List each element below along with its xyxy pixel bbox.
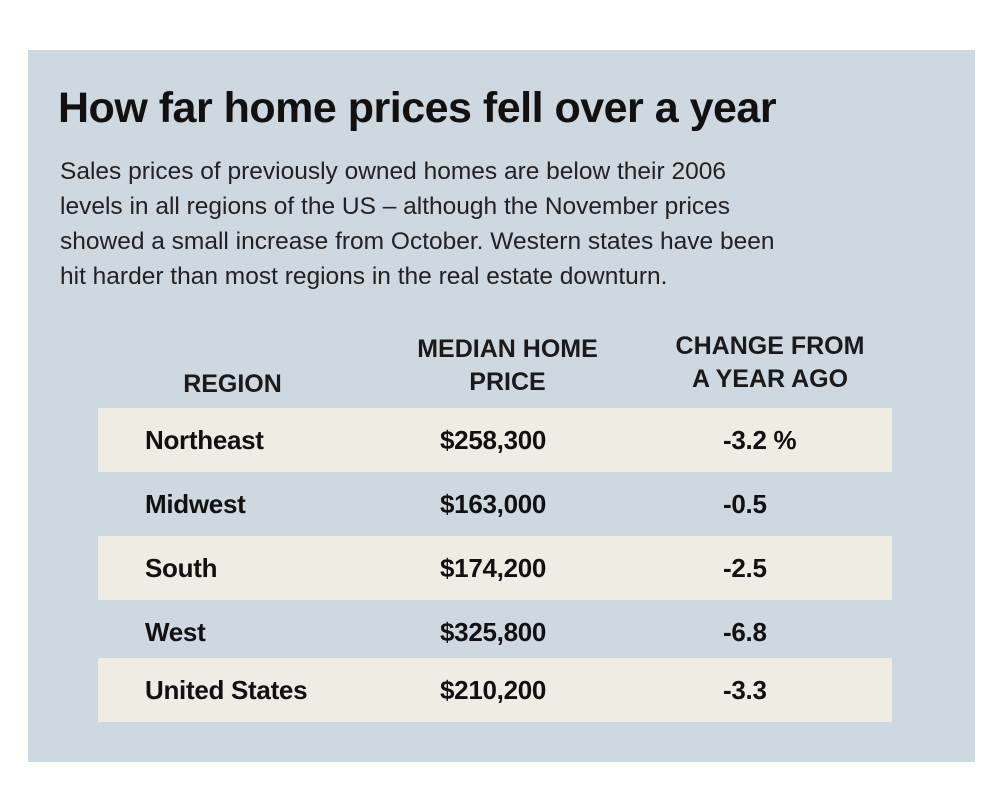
change-cell: -2.5	[723, 553, 767, 583]
change-cell: -0.5	[723, 489, 767, 519]
region-cell: United States	[145, 675, 308, 705]
header-line: MEDIAN HOME	[417, 335, 598, 363]
description-line: levels in all regions of the US – althou…	[60, 193, 731, 220]
change-cell: -3.3	[723, 675, 767, 705]
price-cell: $258,300	[440, 425, 547, 455]
column-header-region: REGION	[150, 368, 315, 401]
chart-title: How far home prices fell over a year	[58, 84, 777, 132]
price-cell: $210,200	[440, 675, 547, 705]
change-cell: -6.8	[723, 617, 767, 647]
header-line: A YEAR AGO	[691, 365, 849, 393]
region-cell: West	[145, 617, 206, 647]
infographic-panel	[28, 50, 975, 762]
table-row: South $174,200 -2.5	[98, 536, 892, 600]
header-line: PRICE	[469, 368, 546, 396]
price-cell: $163,000	[440, 489, 547, 519]
table-row: West $325,800 -6.8	[98, 600, 892, 664]
table-row: United States $210,200 -3.3	[98, 658, 892, 722]
change-cell: -3.2 %	[723, 425, 797, 455]
description-line: hit harder than most regions in the real…	[60, 263, 668, 290]
header-line: REGION	[183, 370, 282, 398]
price-cell: $325,800	[440, 617, 547, 647]
header-line: CHANGE FROM	[675, 332, 865, 360]
description-line: Sales prices of previously owned homes a…	[60, 158, 726, 185]
column-header-change: CHANGE FROM A YEAR AGO	[645, 330, 895, 396]
column-header-price: MEDIAN HOME PRICE	[385, 333, 630, 399]
table-row: Northeast $258,300 -3.2 %	[98, 408, 892, 472]
description-line: showed a small increase from October. We…	[60, 228, 775, 255]
description: Sales prices of previously owned homes a…	[60, 154, 960, 294]
region-cell: Midwest	[145, 489, 246, 519]
price-cell: $174,200	[440, 553, 547, 583]
table-row: Midwest $163,000 -0.5	[98, 472, 892, 536]
region-cell: South	[145, 553, 218, 583]
region-cell: Northeast	[145, 425, 264, 455]
